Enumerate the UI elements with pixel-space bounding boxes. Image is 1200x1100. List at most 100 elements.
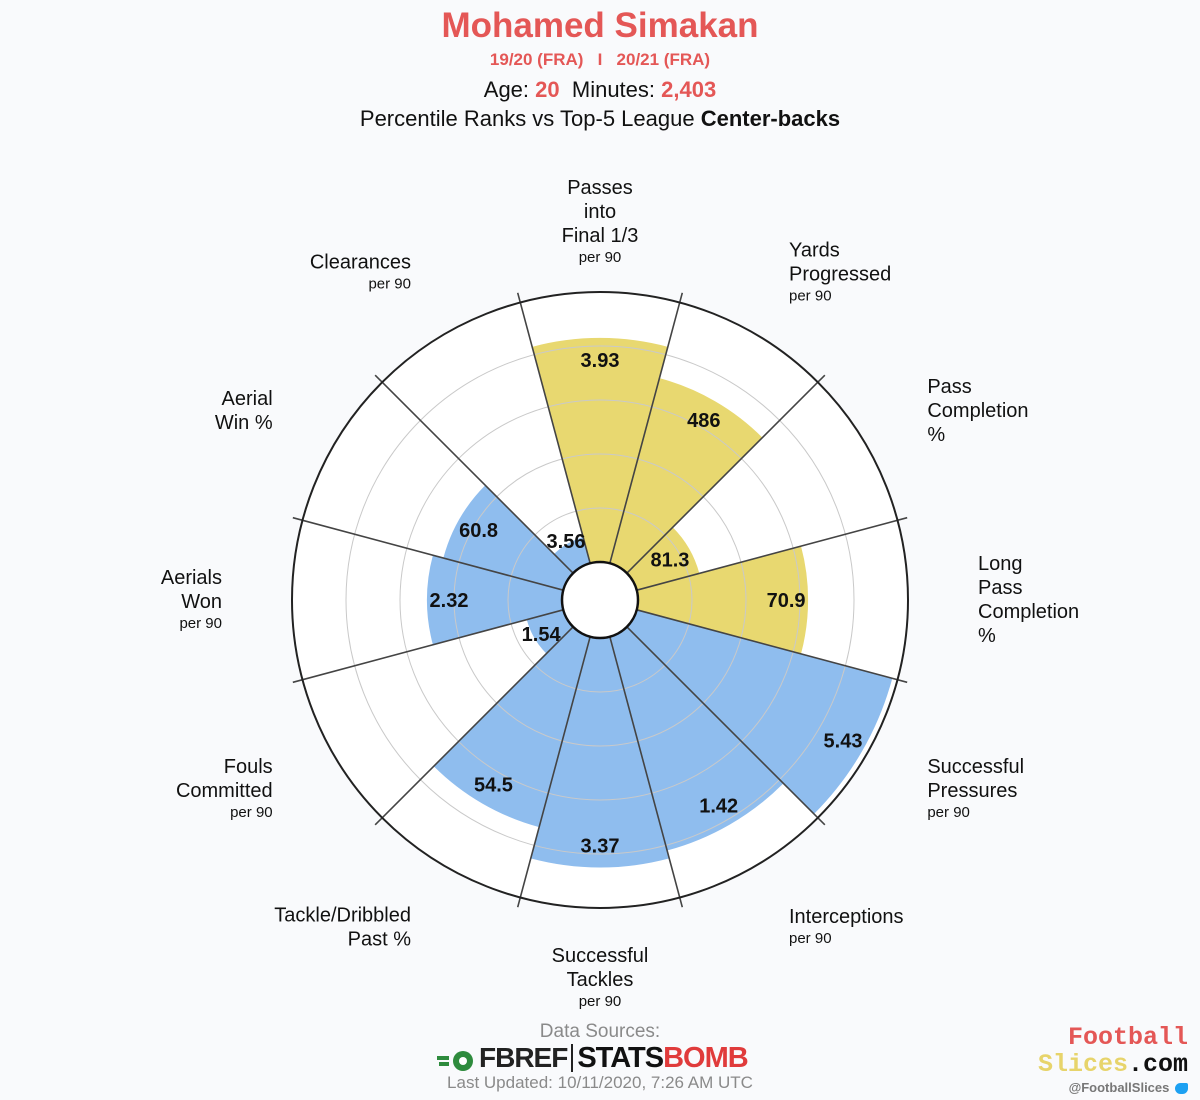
metric-label-line: Long <box>978 553 1023 575</box>
grid-ring-40 <box>453 453 747 747</box>
brand-handle-line: @FootballSlices <box>1038 1080 1188 1095</box>
value-label-5: 5.43 <box>824 730 863 752</box>
slice-10 <box>427 555 564 645</box>
per90-label: per 90 <box>579 249 622 266</box>
metric-label-line: Pressures <box>927 780 1017 802</box>
twitter-bird-icon <box>1175 1083 1188 1095</box>
value-label-4: 70.9 <box>767 590 806 612</box>
grid-ring-80 <box>345 345 855 855</box>
spoke-6 <box>626 626 826 826</box>
value-label-9: 1.54 <box>522 624 562 646</box>
footballslices-brand: Football Slices.com @FootballSlices <box>1038 1024 1188 1095</box>
metric-label-line: Aerial <box>222 388 273 410</box>
brand-dotcom: .com <box>1127 1050 1188 1079</box>
subtitle-position: Center-backs <box>700 106 841 131</box>
metric-label-line: Won <box>181 591 222 613</box>
slice-12 <box>554 537 591 574</box>
metric-label-line: Successful <box>552 945 649 967</box>
chart-subtitle: Percentile Ranks vs Top-5 League Center-… <box>0 106 1200 132</box>
value-label-3: 81.3 <box>651 550 690 572</box>
metric-label-line: Final 1/3 <box>562 225 639 247</box>
statsbomb-text-b: BOMB <box>663 1041 749 1074</box>
metric-label-line: Pass <box>978 577 1022 599</box>
spoke-11 <box>292 516 564 591</box>
slice-3 <box>626 527 700 591</box>
season-1: 19/20 (FRA) <box>489 50 584 69</box>
brand-line-1: Football <box>1067 1023 1188 1052</box>
metric-label-line: Passes <box>567 177 633 199</box>
metric-label-line: Fouls <box>224 756 273 778</box>
logo-divider <box>571 1044 574 1072</box>
value-label-2: 486 <box>687 410 720 432</box>
brand-slices: Slices <box>1037 1050 1128 1079</box>
per90-label: per 90 <box>230 804 273 821</box>
slice-9 <box>526 609 574 654</box>
minutes-label: Minutes: <box>571 77 656 102</box>
spoke-10 <box>292 609 564 684</box>
metric-label-line: into <box>584 201 616 223</box>
value-label-11: 60.8 <box>459 520 498 542</box>
data-sources-label: Data Sources: <box>539 1021 661 1042</box>
metric-label-line: Interceptions <box>789 906 904 928</box>
season-2: 20/21 (FRA) <box>616 50 711 69</box>
slice-2 <box>609 378 763 574</box>
minutes-value: 2,403 <box>661 77 717 102</box>
spoke-8 <box>516 636 591 908</box>
age-label: Age: <box>483 77 530 102</box>
per90-label: per 90 <box>579 993 622 1010</box>
metric-label-line: Past % <box>348 928 412 950</box>
metric-label-line: Tackle/Dribbled <box>274 904 411 926</box>
metric-label-line: Progressed <box>789 263 891 285</box>
season-separator: I <box>597 50 603 69</box>
metric-label-line: Completion <box>927 400 1028 422</box>
source-logos: FBREF STATSBOMB <box>437 1041 749 1075</box>
spoke-5 <box>636 609 908 684</box>
metric-label-line: Aerials <box>161 567 222 589</box>
brand-handle: @FootballSlices <box>1068 1080 1170 1095</box>
spoke-1 <box>516 292 591 564</box>
metric-label-line: Committed <box>176 780 273 802</box>
per90-label: per 90 <box>789 930 832 947</box>
per90-label: per 90 <box>368 275 411 292</box>
slice-8 <box>433 626 591 828</box>
spoke-2 <box>609 292 684 564</box>
metric-label-line: Win % <box>215 412 273 434</box>
metric-label-line: % <box>927 424 945 446</box>
grid-ring-20 <box>507 507 693 693</box>
metric-label-6: Interceptions per 90 <box>789 906 904 947</box>
spoke-7 <box>609 636 684 908</box>
value-label-10: 2.32 <box>430 590 469 612</box>
statsbomb-logo: STATSBOMB <box>577 1041 749 1075</box>
center-hole <box>560 560 640 640</box>
metric-label-line: % <box>978 625 996 647</box>
slice-1 <box>532 337 668 564</box>
age-value: 20 <box>535 77 560 102</box>
per90-label: per 90 <box>789 287 832 304</box>
value-label-8: 54.5 <box>474 775 513 797</box>
value-label-12: 3.56 <box>547 531 586 553</box>
spoke-9 <box>374 626 574 826</box>
metric-label-line: Tackles <box>567 969 634 991</box>
slice-6 <box>609 626 784 851</box>
statsbomb-text-a: STATS <box>577 1041 664 1074</box>
fbref-ball-icon <box>437 1047 477 1071</box>
fbref-logo: FBREF <box>437 1042 568 1074</box>
value-label-7: 3.37 <box>581 836 620 858</box>
brand-line-2: Slices.com <box>1038 1051 1188 1078</box>
spoke-12 <box>374 374 574 574</box>
slice-7 <box>530 636 670 868</box>
metric-label-line: Pass <box>927 376 971 398</box>
per90-label: per 90 <box>179 615 222 632</box>
value-label-6: 1.42 <box>699 796 738 818</box>
spoke-4 <box>636 516 908 591</box>
